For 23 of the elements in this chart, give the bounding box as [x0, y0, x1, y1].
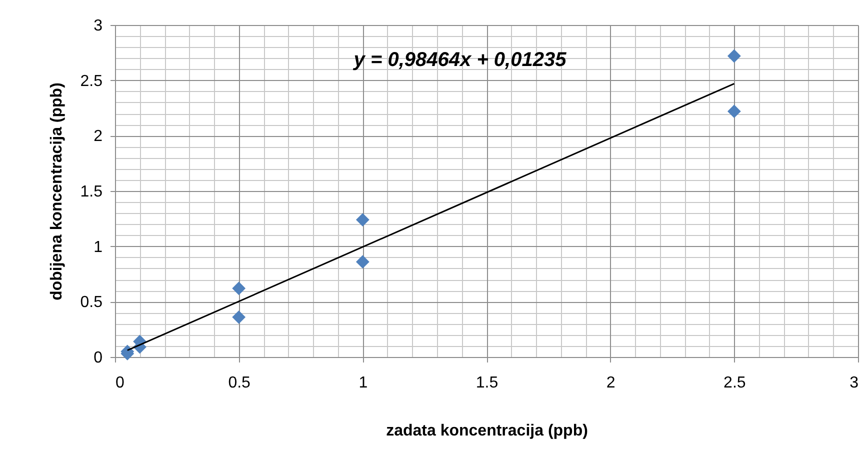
x-tick-label: 1 [358, 374, 368, 392]
x-tick-label: 2 [606, 374, 616, 392]
y-tick-label: 2 [94, 128, 103, 146]
point [356, 213, 370, 226]
x-tick-label: 0 [116, 374, 124, 392]
y-axis-title: dobijena koncentracija (ppb) [48, 82, 66, 300]
y-tick-label: 0 [94, 350, 103, 366]
x-tick-label: 2.5 [724, 374, 746, 392]
point [727, 104, 741, 118]
x-tick-label: 0.5 [228, 374, 251, 392]
y-tick-label: 1 [94, 238, 103, 256]
y-tick-label: 1.5 [80, 184, 103, 200]
annotation: y = 0,98464x + 0,01235 [352, 49, 568, 71]
point [232, 310, 246, 324]
y-tick-label: 2.5 [80, 72, 103, 90]
y-tick-label: 0.5 [80, 294, 103, 312]
x-tick-label: 1.5 [476, 374, 498, 392]
x-tick-label: 3 [850, 374, 859, 392]
x-axis-title: zadata koncentracija (ppb) [386, 422, 588, 440]
point [356, 255, 370, 269]
y-tick-label: 3 [94, 18, 103, 34]
point [727, 49, 741, 63]
point [232, 282, 246, 296]
